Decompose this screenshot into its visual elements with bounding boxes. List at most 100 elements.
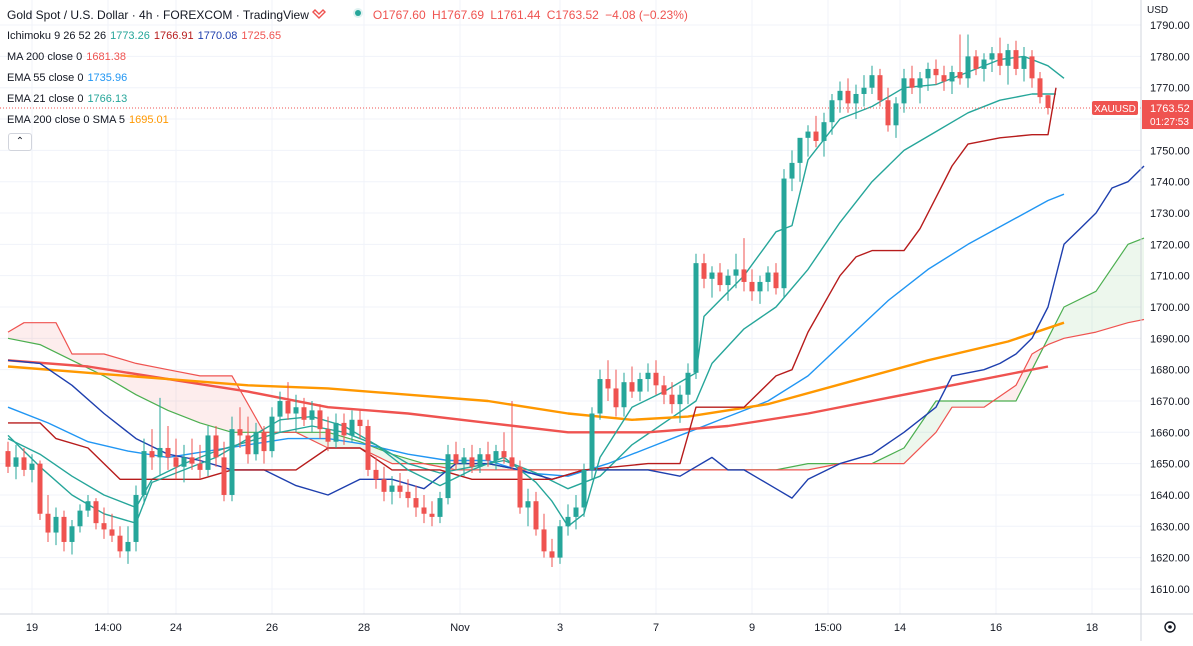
candle[interactable] [877, 68, 883, 107]
candle[interactable] [637, 372, 643, 401]
settings-gear-icon[interactable] [1164, 621, 1176, 633]
candle[interactable] [141, 438, 147, 505]
candle[interactable] [85, 494, 91, 517]
candle[interactable] [165, 426, 171, 470]
market-status-icon[interactable] [352, 5, 364, 26]
candle[interactable] [685, 363, 691, 405]
candle[interactable] [653, 360, 659, 395]
candle[interactable] [61, 510, 67, 552]
candle[interactable] [37, 460, 43, 521]
candle[interactable] [461, 447, 467, 477]
candle[interactable] [557, 520, 563, 564]
candle[interactable] [693, 253, 699, 380]
candle[interactable] [477, 447, 483, 474]
candle[interactable] [677, 385, 683, 423]
candle[interactable] [389, 476, 395, 505]
indicator-row[interactable]: EMA 55 close 0 1735.96 [7, 68, 691, 89]
candle[interactable] [149, 429, 155, 470]
eye-icon[interactable] [312, 5, 327, 26]
candle[interactable] [429, 501, 435, 527]
candle[interactable] [1029, 50, 1035, 88]
candle[interactable] [261, 426, 267, 464]
candle[interactable] [181, 444, 187, 483]
candle[interactable] [437, 491, 443, 524]
candle[interactable] [365, 419, 371, 477]
candle[interactable] [597, 369, 603, 420]
candle[interactable] [661, 375, 667, 405]
candle[interactable] [749, 269, 755, 301]
candle[interactable] [613, 369, 619, 417]
candle[interactable] [957, 34, 963, 85]
candle[interactable] [205, 426, 211, 477]
candle[interactable] [13, 444, 19, 480]
candle[interactable] [453, 441, 459, 470]
candle[interactable] [933, 59, 939, 85]
collapse-legend-button[interactable]: ⌃ [8, 133, 32, 151]
indicator-row[interactable]: MA 200 close 0 1681.38 [7, 47, 691, 68]
indicator-row[interactable]: Ichimoku 9 26 52 26 1773.26 1766.91 1770.08… [7, 26, 691, 47]
candle[interactable] [549, 538, 555, 568]
candle[interactable] [309, 400, 315, 433]
candle[interactable] [965, 34, 971, 88]
candle[interactable] [861, 75, 867, 107]
candle[interactable] [509, 400, 515, 470]
candle[interactable] [1045, 94, 1051, 115]
candle[interactable] [349, 410, 355, 442]
candle[interactable] [893, 97, 899, 138]
candle[interactable] [541, 513, 547, 558]
candle[interactable] [629, 366, 635, 398]
indicator-row[interactable]: EMA 21 close 0 1766.13 [7, 89, 691, 110]
candle[interactable] [845, 78, 851, 113]
candle[interactable] [45, 494, 51, 542]
candles[interactable] [5, 34, 1051, 568]
candle[interactable] [709, 266, 715, 298]
candle[interactable] [1013, 40, 1019, 76]
candle[interactable] [733, 253, 739, 289]
candle[interactable] [805, 125, 811, 157]
candle[interactable] [565, 504, 571, 536]
candle[interactable] [237, 407, 243, 448]
candle[interactable] [789, 150, 795, 192]
candle[interactable] [269, 407, 275, 458]
candle[interactable] [1021, 46, 1027, 82]
candle[interactable] [325, 416, 331, 452]
candle[interactable] [885, 87, 891, 132]
candle[interactable] [941, 65, 947, 91]
candle[interactable] [29, 454, 35, 483]
indicator-row[interactable]: EMA 200 close 0 SMA 5 1695.01 [7, 110, 691, 131]
candle[interactable] [821, 112, 827, 157]
candle[interactable] [701, 253, 707, 289]
candle[interactable] [469, 444, 475, 474]
candle[interactable] [213, 426, 219, 467]
candle[interactable] [277, 391, 283, 433]
candle[interactable] [1037, 72, 1043, 104]
candle[interactable] [669, 382, 675, 414]
candle[interactable] [381, 466, 387, 502]
candle[interactable] [981, 53, 987, 82]
candle[interactable] [757, 275, 763, 304]
candle[interactable] [301, 397, 307, 427]
candle[interactable] [221, 441, 227, 502]
candle[interactable] [581, 463, 587, 517]
candle[interactable] [253, 422, 259, 461]
candle[interactable] [829, 93, 835, 135]
candle[interactable] [421, 494, 427, 524]
candle[interactable] [781, 169, 787, 298]
candle[interactable] [717, 263, 723, 292]
candle[interactable] [21, 447, 27, 477]
candle[interactable] [245, 416, 251, 464]
candle[interactable] [125, 526, 131, 564]
candle[interactable] [357, 410, 363, 439]
candle[interactable] [69, 520, 75, 555]
candle[interactable] [621, 372, 627, 417]
candle[interactable] [197, 444, 203, 480]
candle[interactable] [101, 507, 107, 539]
candle[interactable] [189, 438, 195, 470]
candle[interactable] [605, 360, 611, 401]
candle[interactable] [925, 62, 931, 91]
candle[interactable] [837, 81, 843, 113]
candle[interactable] [133, 485, 139, 552]
candle[interactable] [533, 491, 539, 536]
candle[interactable] [157, 397, 163, 477]
